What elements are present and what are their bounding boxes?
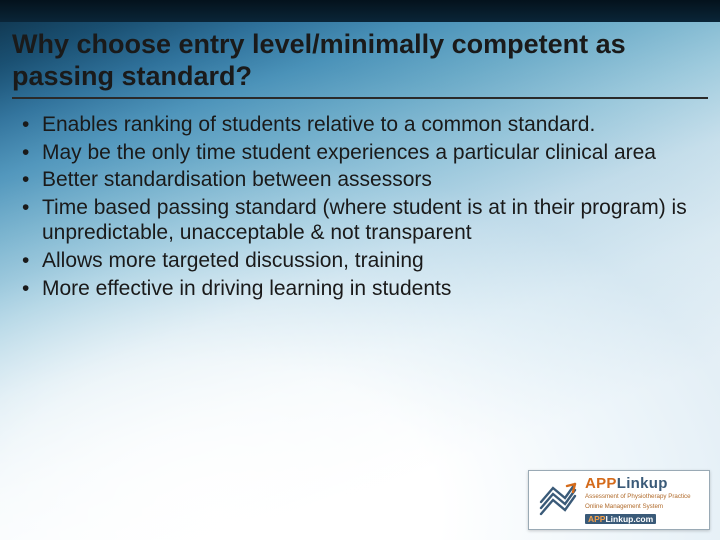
logo-tagline-2: Online Management System: [585, 503, 691, 511]
logo-url-mid: Linkup: [605, 514, 633, 524]
top-bar: [0, 0, 720, 22]
title-container: Why choose entry level/minimally compete…: [12, 28, 708, 99]
logo-mark-icon: [537, 480, 577, 520]
logo-badge: APPLinkup Assessment of Physiotherapy Pr…: [528, 470, 710, 530]
bullet-item: Better standardisation between assessors: [16, 167, 708, 193]
logo-url: APPLinkup.com: [585, 514, 656, 525]
logo-text: APPLinkup Assessment of Physiotherapy Pr…: [585, 476, 691, 524]
logo-brand: APPLinkup: [585, 476, 691, 491]
title-underline: [12, 97, 708, 99]
logo-url-prefix: APP: [588, 514, 605, 524]
content-area: Enables ranking of students relative to …: [16, 112, 708, 303]
logo-url-suffix: .com: [633, 514, 653, 524]
slide-title: Why choose entry level/minimally compete…: [12, 28, 708, 93]
logo-brand-suffix: Linkup: [617, 475, 668, 492]
bullet-item: More effective in driving learning in st…: [16, 276, 708, 302]
logo-tagline-1: Assessment of Physiotherapy Practice: [585, 493, 691, 501]
bullet-item: May be the only time student experiences…: [16, 140, 708, 166]
bullet-list: Enables ranking of students relative to …: [16, 112, 708, 301]
bullet-item: Time based passing standard (where stude…: [16, 195, 708, 246]
bullet-item: Enables ranking of students relative to …: [16, 112, 708, 138]
bullet-item: Allows more targeted discussion, trainin…: [16, 248, 708, 274]
slide: Why choose entry level/minimally compete…: [0, 0, 720, 540]
logo-brand-prefix: APP: [585, 475, 617, 492]
